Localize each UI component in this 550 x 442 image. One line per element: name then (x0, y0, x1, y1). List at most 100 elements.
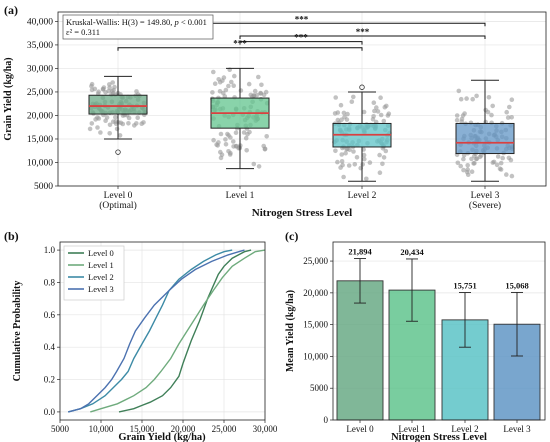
y-tick-label: 15,000 (27, 135, 53, 145)
significance-label: *** (233, 39, 247, 49)
x-tick-label: Level 1 (398, 424, 425, 434)
data-point (384, 103, 389, 109)
panel-c-x-axis-label: Nitrogen Stress Level (391, 432, 487, 442)
data-point (335, 117, 341, 123)
data-point (494, 162, 500, 168)
panel-a: (a) *** *** *** *** 5000 10,000 15,000 20,000 2… (3, 3, 547, 219)
data-point (228, 135, 233, 140)
data-point (385, 113, 391, 118)
legend-label: Level 0 (88, 248, 114, 258)
data-point (377, 152, 382, 158)
data-point (259, 82, 264, 88)
panel-a-gridlines (58, 12, 546, 187)
data-point (246, 81, 252, 87)
data-point (454, 113, 460, 118)
cdf-line-level-1 (90, 249, 266, 413)
x-tick-label: Level 3 (503, 424, 531, 434)
data-point (375, 109, 381, 114)
data-point (247, 129, 252, 135)
y-tick-label: 0.0 (44, 407, 56, 417)
data-point (470, 96, 476, 102)
data-point (229, 79, 234, 85)
data-point (241, 130, 247, 135)
data-point (114, 126, 120, 132)
data-point (223, 142, 229, 147)
data-point (134, 89, 139, 94)
data-point (339, 159, 345, 164)
legend-label: Level 2 (88, 272, 114, 282)
data-point (244, 148, 249, 153)
panel-b-plot-frame (59, 241, 266, 421)
data-point (220, 78, 225, 83)
data-point (381, 155, 387, 160)
data-point (362, 156, 367, 162)
stats-test-text: Kruskal-Wallis: H(3) = 149.80, (66, 17, 174, 27)
data-point (351, 149, 356, 154)
data-point (92, 86, 98, 92)
panel-c: (c) 21,894 20,434 15,751 15,068 0 5000 10,000… (285, 229, 546, 442)
data-point (135, 115, 140, 120)
panel-b-legend: Level 0 Level 1 Level 2 Level 3 (63, 245, 125, 301)
data-point (504, 109, 510, 115)
data-point (98, 130, 103, 135)
y-tick-label: 0 (324, 415, 329, 425)
data-point (472, 161, 477, 166)
y-tick-label: 5000 (310, 383, 329, 393)
data-point (212, 81, 218, 86)
box-iqr (455, 122, 515, 155)
data-point (218, 131, 224, 137)
data-point (381, 118, 387, 124)
cdf-line-level-0 (118, 249, 252, 413)
data-point (96, 89, 101, 94)
y-tick-label: 20,000 (27, 111, 53, 121)
data-point (333, 148, 338, 154)
data-point (238, 88, 244, 93)
data-point (243, 135, 249, 141)
data-point (93, 117, 98, 122)
data-point (110, 80, 115, 85)
data-point (341, 110, 347, 116)
data-point (508, 157, 514, 163)
data-point (473, 156, 479, 162)
bar-value-label: 15,751 (453, 281, 476, 291)
data-point (226, 149, 231, 154)
legend-label: Level 3 (88, 284, 114, 294)
outlier-point (115, 149, 121, 155)
stats-line-1: Kruskal-Wallis: H(3) = 149.80, p < 0.001 (66, 17, 207, 27)
data-point (360, 162, 366, 167)
data-point (456, 88, 462, 94)
data-point (495, 154, 501, 159)
data-point (231, 83, 236, 88)
data-point (211, 137, 216, 143)
data-point (339, 152, 345, 157)
data-point (101, 85, 107, 90)
data-point (474, 93, 479, 99)
data-point (507, 104, 512, 110)
y-tick-label: 35,000 (27, 41, 53, 51)
x-tick-label: 30,000 (253, 424, 278, 434)
panel-c-y-axis-label: Mean Yield (kg/ha) (285, 290, 296, 372)
box-iqr (88, 94, 148, 115)
data-point (498, 160, 504, 166)
data-point (113, 119, 118, 124)
data-point (126, 121, 131, 126)
data-point (216, 140, 221, 145)
cdf-line-level-3 (68, 249, 245, 413)
significance-label: *** (295, 14, 309, 24)
data-point (95, 125, 100, 130)
data-point (454, 117, 460, 123)
y-tick-label: 40,000 (27, 17, 53, 27)
data-point (339, 117, 344, 122)
panel-a-stats-box: Kruskal-Wallis: H(3) = 149.80, p < 0.001… (62, 14, 214, 40)
panel-a-x-axis-label: Nitrogen Stress Level (252, 207, 352, 219)
data-point (361, 109, 367, 115)
x-tick-label: Level 2 (348, 191, 377, 201)
data-point (120, 121, 126, 127)
panel-a-boxes (88, 67, 515, 182)
data-point (264, 134, 270, 139)
x-tick-label: 5000 (51, 424, 70, 434)
data-point (226, 83, 231, 89)
data-point (374, 105, 379, 110)
y-tick-label: 15,000 (303, 320, 328, 330)
